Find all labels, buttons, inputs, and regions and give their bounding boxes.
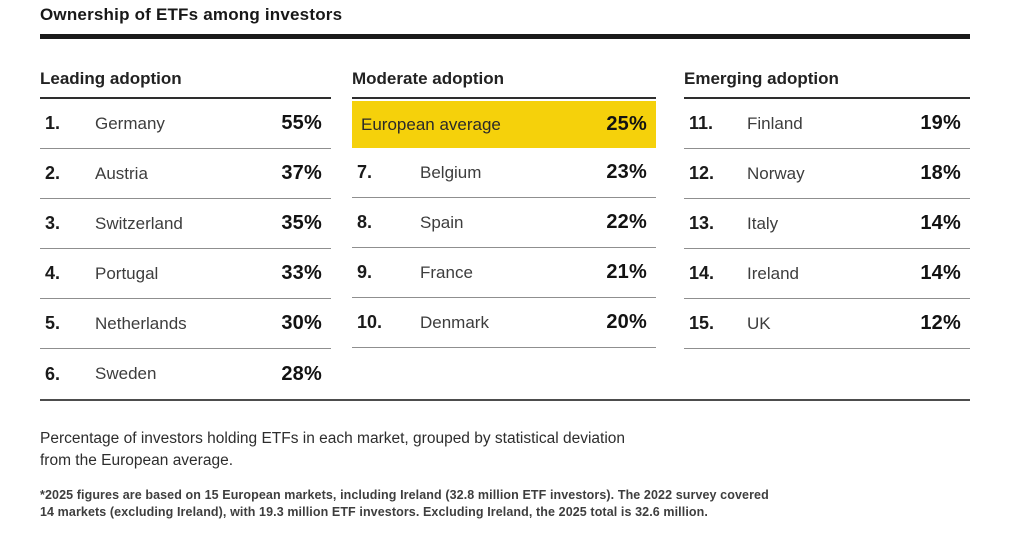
table-row: 4. Portugal 33% [40,249,331,299]
market-label: Belgium [420,162,482,182]
column-header: Moderate adoption [352,63,656,99]
figure-caption: Percentage of investors holding ETFs in … [40,428,970,472]
percentage-value: 12% [920,312,961,334]
column-emerging-adoption: Emerging adoption 11. Finland 19% 12. No… [684,63,970,349]
table-bottom-divider [40,399,970,401]
percentage-value: 55% [281,112,322,134]
percentage-value: 23% [606,161,647,183]
table-row: 5. Netherlands 30% [40,299,331,349]
market-label: Germany [95,113,165,133]
market-label: European average [361,114,501,134]
rank-label: 2. [45,163,61,183]
market-label: Switzerland [95,213,183,233]
rank-label: 9. [357,262,373,282]
table-row: 15. UK 12% [684,299,970,349]
rank-label: 1. [45,113,61,133]
market-label: Finland [747,113,803,133]
percentage-value: 25% [606,113,647,135]
market-label: Ireland [747,263,799,283]
table-row: 13. Italy 14% [684,199,970,249]
market-label: Portugal [95,263,159,283]
table-row: 14. Ireland 14% [684,249,970,299]
column-moderate-adoption: Moderate adoption European average 25% 7… [352,63,656,348]
table-row: 3. Switzerland 35% [40,199,331,249]
table-row: 2. Austria 37% [40,149,331,199]
caption-line-2: from the European average. [40,452,234,469]
rank-label: 14. [689,263,715,283]
table-row: 1. Germany 55% [40,99,331,149]
table-row: 12. Norway 18% [684,149,970,199]
caption-line-1: Percentage of investors holding ETFs in … [40,430,626,447]
table-row: 7. Belgium 23% [352,148,656,198]
percentage-value: 21% [606,261,647,283]
rank-label: 4. [45,263,61,283]
market-label: Spain [420,212,464,232]
rank-label: 12. [689,163,715,183]
table-row: 11. Finland 19% [684,99,970,149]
table-row: 9. France 21% [352,248,656,298]
european-average-row: European average 25% [352,101,656,148]
table-row: 8. Spain 22% [352,198,656,248]
figure-footnote: *2025 figures are based on 15 European m… [40,487,970,521]
percentage-value: 14% [920,212,961,234]
rank-label: 7. [357,162,373,182]
footnote-line-2: 14 markets (excluding Ireland), with 19.… [40,505,708,519]
table-row: 6. Sweden 28% [40,349,331,399]
market-label: Italy [747,213,779,233]
percentage-value: 30% [281,312,322,334]
market-label: Norway [747,163,805,183]
percentage-value: 22% [606,211,647,233]
rank-label: 15. [689,313,715,333]
column-header: Emerging adoption [684,63,970,99]
table-row: 10. Denmark 20% [352,298,656,348]
percentage-value: 33% [281,262,322,284]
market-label: Austria [95,163,148,183]
market-label: Netherlands [95,313,187,333]
rank-label: 6. [45,363,61,384]
adoption-columns: Leading adoption 1. Germany 55% 2. Austr… [40,63,970,399]
percentage-value: 37% [281,162,322,184]
rank-label: 13. [689,213,715,233]
column-header: Leading adoption [40,63,331,99]
column-leading-adoption: Leading adoption 1. Germany 55% 2. Austr… [40,63,331,399]
page-title: Ownership of ETFs among investors [40,5,343,24]
rank-label: 3. [45,213,61,233]
market-label: Sweden [95,364,157,383]
title-divider [40,34,970,39]
percentage-value: 28% [281,362,322,385]
rank-label: 10. [357,312,383,332]
percentage-value: 19% [920,112,961,134]
market-label: UK [747,313,771,333]
percentage-value: 18% [920,162,961,184]
rank-label: 11. [689,113,714,133]
footnote-line-1: *2025 figures are based on 15 European m… [40,488,769,502]
percentage-value: 14% [920,262,961,284]
rank-label: 8. [357,212,373,232]
etf-ownership-figure: Ownership of ETFs among investors Leadin… [40,0,970,521]
market-label: Denmark [420,312,489,332]
rank-label: 5. [45,313,61,333]
market-label: France [420,262,473,282]
percentage-value: 20% [606,311,647,333]
percentage-value: 35% [281,212,322,234]
